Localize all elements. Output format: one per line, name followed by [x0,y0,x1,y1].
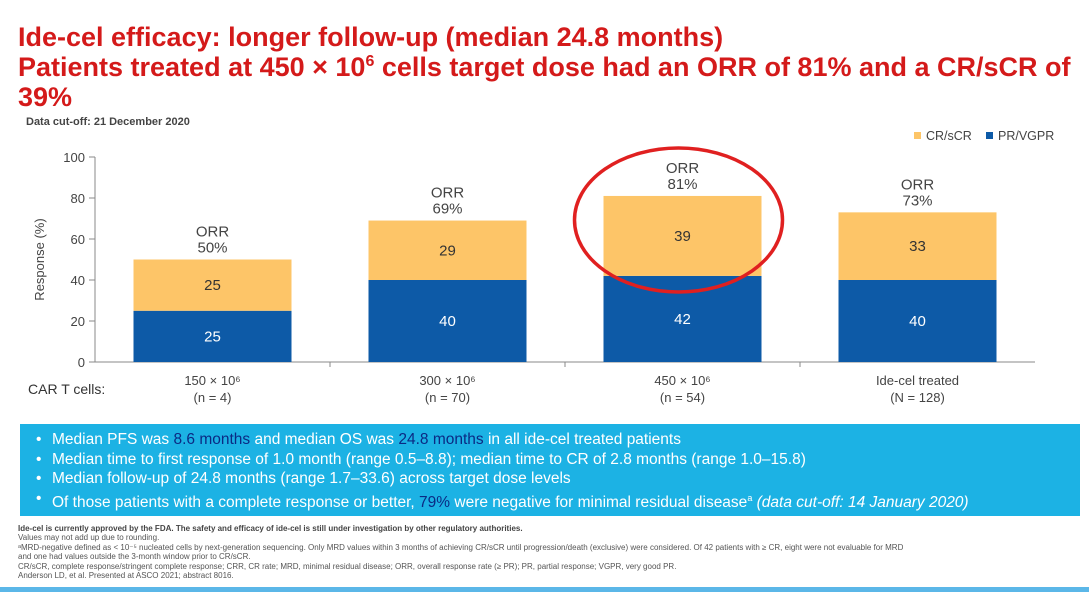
orr-value: 50% [197,240,227,257]
bottom-accent-bar [0,587,1089,592]
y-tick-label: 0 [78,355,85,370]
x-axis-title: CAR T cells: [28,381,105,397]
category-label: 300 × 10⁶ [419,373,475,388]
category-n: (n = 4) [194,390,232,405]
bullet-follow-up: Median follow-up of 24.8 months (range 1… [36,469,1066,489]
bullet-4-cutoff: (data cut-off: 14 January 2020) [752,493,969,511]
category-n: (n = 54) [660,390,705,405]
bullet-pfs-os: Median PFS was 8.6 months and median OS … [36,430,1066,450]
bullet-4-part-c: were negative for minimal residual disea… [450,493,748,511]
bar-pr-vgpr [133,310,292,362]
bullet-4-part-a: Of those patients with a complete respon… [52,493,420,511]
bullet-1-part-c: and median OS was [250,431,399,448]
footnote-reference: Anderson LD, et al. Presented at ASCO 20… [18,571,234,581]
bullet-time-to-response: Median time to first response of 1.0 mon… [36,450,1066,470]
category-label: 150 × 10⁶ [184,373,240,388]
bar-cr-scr [133,259,292,311]
bar-value-label: 29 [439,242,456,259]
legend-swatch [914,132,921,139]
highlight-circle [572,146,785,294]
title-line-1: Ide-cel efficacy: longer follow-up (medi… [18,22,724,52]
category-label: Ide-cel treated [876,373,959,388]
footnote-abbreviations: CR/sCR, complete response/stringent comp… [18,561,677,571]
bar-cr-scr [368,220,527,280]
slide-title: Ide-cel efficacy: longer follow-up (medi… [18,22,1089,112]
orr-label: ORR [901,176,935,193]
orr-value: 73% [902,192,932,209]
y-tick-label: 100 [63,150,85,165]
bullet-1-part-a: Median PFS was [52,431,174,448]
y-tick-label: 60 [71,232,85,247]
orr-label: ORR [666,160,700,177]
footnote-rounding: Values may not add up due to rounding. [18,533,160,543]
title-line-2-end: cells target dose had an ORR of 81% and … [18,52,1071,112]
y-axis-title: Response (%) [32,218,47,300]
bar-pr-vgpr [368,280,527,362]
footnote-approval: Ide-cel is currently approved by the FDA… [18,524,523,533]
footnotes: Ide-cel is currently approved by the FDA… [18,524,1078,580]
bar-value-label: 40 [909,313,926,330]
mrd-value: 79% [419,493,451,511]
footnote-mrd-definition-cont: and one had values outside the 3-month w… [18,552,251,562]
category-n: (n = 70) [425,390,470,405]
bar-value-label: 40 [439,313,456,330]
bar-value-label: 39 [674,228,691,245]
footnote-mrd-definition: ᵃMRD-negative defined as < 10⁻⁵ nucleate… [18,542,904,552]
category-n: (N = 128) [890,390,945,405]
bar-value-label: 42 [674,311,691,328]
bullet-mrd: Of those patients with a complete respon… [36,489,1066,513]
orr-label: ORR [196,224,230,241]
bar-cr-scr [603,195,762,276]
orr-value: 81% [667,176,697,193]
legend-swatch [986,132,993,139]
bar-cr-scr [838,212,997,280]
pfs-value: 8.6 months [173,431,251,448]
legend-label: CR/sCR [926,129,972,143]
bullet-4-superscript: a [747,492,753,503]
bullet-1-part-e: in all ide-cel treated patients [483,431,681,448]
response-bar-chart: 0 20 40 60 80 100 Response (%) CAR T cells: 25 25… [28,129,1054,405]
category-label: 450 × 10⁶ [654,373,710,388]
bar-value-label: 25 [204,328,221,345]
title-line-2: Patients treated at 450 × 106 cells targ… [18,52,1089,112]
bar-value-label: 25 [204,277,221,294]
legend-label: PR/VGPR [998,129,1054,143]
y-tick-label: 80 [71,191,85,206]
orr-value: 69% [432,201,462,218]
data-cutoff-note: Data cut-off: 21 December 2020 [26,116,190,128]
os-value: 24.8 months [398,431,484,448]
y-tick-label: 40 [71,273,85,288]
y-tick-label: 20 [71,314,85,329]
orr-label: ORR [431,185,465,202]
key-findings-box: Median PFS was 8.6 months and median OS … [20,424,1080,516]
bar-pr-vgpr [838,280,997,362]
bar-value-label: 33 [909,238,926,255]
title-line-2-start: Patients treated at 450 × 10 [18,52,366,82]
title-superscript: 6 [365,53,375,70]
